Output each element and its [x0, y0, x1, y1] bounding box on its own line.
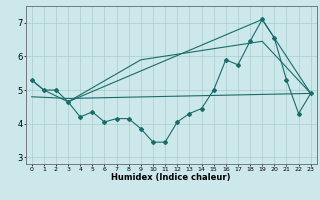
- X-axis label: Humidex (Indice chaleur): Humidex (Indice chaleur): [111, 173, 231, 182]
